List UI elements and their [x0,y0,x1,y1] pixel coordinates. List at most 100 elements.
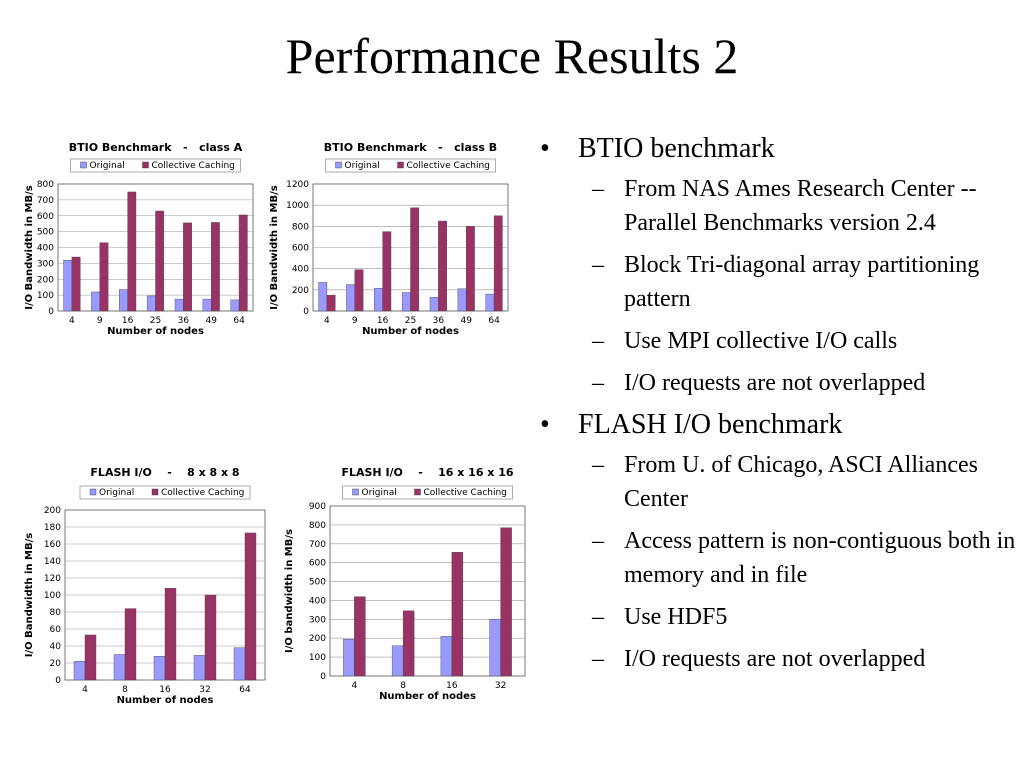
bar-collective-caching [500,527,512,677]
legend-box [325,158,496,173]
y-tick-label: 200 [309,634,326,644]
sub-bullet-item: – Access pattern is non-contiguous both i… [538,524,1018,592]
sub-bullet-text: I/O requests are not overlapped [624,646,926,672]
bar-collective-caching [155,210,165,312]
x-tick-label: 64 [233,316,245,326]
legend-label: Original [345,161,380,171]
bar-original [401,292,411,312]
x-tick-label: 16 [377,316,389,326]
sub-bullet-text: Use MPI collective I/O calls [624,328,898,354]
slide-title: Performance Results 2 [285,28,739,84]
bullet-text: FLASH I/O benchmark [578,409,843,440]
x-tick-label: 32 [199,685,210,695]
legend-box [79,485,251,500]
dash-icon: – [592,452,604,478]
legend-label: Collective Caching [424,488,507,498]
sub-bullet-item: – I/O requests are not overlapped [538,366,1018,400]
dash-icon: – [592,328,604,354]
sub-bullet-item: – From U. of Chicago, ASCI Alliances Cent… [538,448,1018,516]
y-tick-label: 140 [44,557,61,567]
y-tick-label: 40 [50,642,62,652]
chart-title: BTIO Benchmark - class A [69,141,243,154]
x-tick-label: 9 [97,316,103,326]
bar-original [153,655,166,681]
y-tick-label: 700 [309,540,326,550]
x-tick-label: 36 [433,316,445,326]
legend-box [342,485,513,500]
dash-icon: – [592,528,604,554]
bar-original [318,282,328,312]
bullet-icon: • [540,409,550,440]
x-axis-label: Number of nodes [107,326,204,337]
chart-svg: FLASH I/O - 8 x 8 x 8 Original Collective … [24,466,266,706]
bar-original [230,299,240,312]
x-axis-label: Number of nodes [379,691,476,702]
bullet-icon: • [540,133,550,164]
y-tick-label: 600 [309,559,326,569]
y-tick-label: 800 [37,180,54,190]
sub-bullet-text: From U. of Chicago, ASCI Alliances Cente… [624,452,978,512]
y-axis-label: I/O Bandwidth in MB/s [269,185,280,309]
bar-original [485,293,495,312]
x-axis-label: Number of nodes [362,326,459,337]
y-tick-label: 500 [309,578,326,588]
x-tick-label: 9 [352,316,358,326]
chart-svg: FLASH I/O - 16 x 16 x 16 Original Collecti… [284,466,526,702]
bar-original [119,289,128,312]
legend-label: Original [99,488,134,498]
x-tick-label: 4 [69,316,75,326]
legend-label: Collective Caching [152,161,235,171]
bar-collective-caching [204,594,217,681]
x-axis-label: Number of nodes [117,695,214,706]
y-tick-label: 100 [44,591,61,601]
legend-swatch [397,161,404,169]
x-tick-label: 4 [82,685,88,695]
y-tick-label: 1200 [286,180,309,190]
x-tick-label: 16 [446,681,458,691]
bar-original [429,297,439,312]
flash-8x8x8-chart: FLASH I/O - 8 x 8 x 8 Original Collective … [20,462,270,712]
bar-collective-caching [244,532,257,681]
legend-swatch [352,488,359,496]
bar-original [193,655,206,681]
bar-collective-caching [238,214,248,312]
bar-original [457,288,467,312]
bar-original [174,298,184,312]
legend-swatch [89,488,97,496]
bar-original [146,295,156,312]
y-tick-label: 800 [292,222,309,232]
y-tick-label: 20 [50,659,62,669]
chart-legend: Original Collective Caching [325,158,496,173]
dash-icon: – [592,604,604,630]
sub-bullet-item: – From NAS Ames Research Center -- Parall… [538,172,1018,240]
bullet-list: • BTIO benchmark – From NAS Ames Research C… [538,128,1018,684]
y-tick-label: 100 [309,653,326,663]
y-tick-label: 1000 [286,201,309,211]
y-tick-label: 800 [309,521,326,531]
chart-svg: BTIO Benchmark - class A Original Collecti… [24,141,254,337]
bar-collective-caching [124,608,137,681]
x-tick-label: 4 [324,316,330,326]
dash-icon: – [592,176,604,202]
y-tick-label: 0 [303,307,309,317]
bar-collective-caching [71,256,81,312]
y-axis-label: I/O Bandwidth in MB/s [24,185,35,309]
btio-class-a-chart: BTIO Benchmark - class A Original Collecti… [20,136,260,341]
y-tick-label: 60 [50,625,62,635]
sub-bullet-text: From NAS Ames Research Center -- Paralle… [624,176,977,236]
chart-legend: Original Collective Caching [342,485,513,500]
bar-collective-caching [211,222,220,312]
sub-bullet-text: Access pattern is non-contiguous both in… [624,528,1016,588]
dash-icon: – [592,252,604,278]
bar-collective-caching [99,242,109,312]
chart-legend: Original Collective Caching [70,158,241,173]
bar-original [91,291,100,312]
dash-icon: – [592,370,604,396]
bullet-item: • FLASH I/O benchmark [538,408,1018,442]
legend-swatch [335,161,342,169]
dash-icon: – [592,646,604,672]
sub-bullet-item: – Use MPI collective I/O calls [538,324,1018,358]
y-tick-label: 400 [292,265,309,275]
y-tick-label: 200 [37,275,54,285]
sub-bullet-text: Block Tri-diagonal array partitioning pa… [624,252,980,312]
